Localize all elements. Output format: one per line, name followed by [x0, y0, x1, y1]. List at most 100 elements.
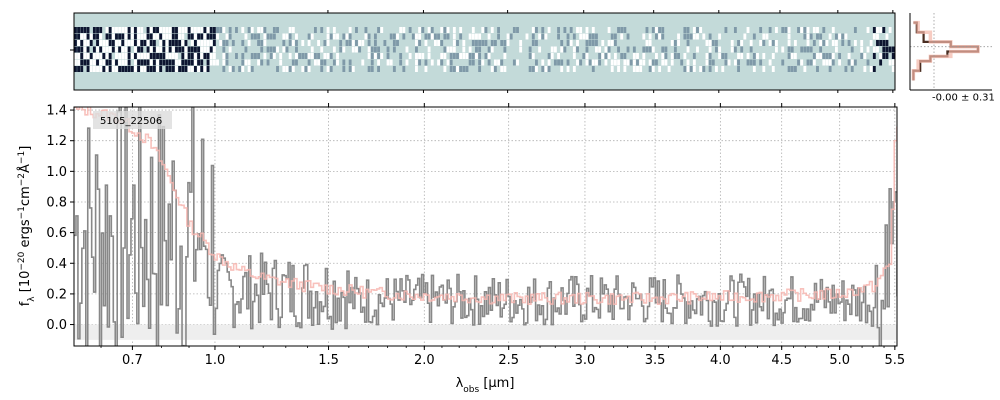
spectrum-pixel	[415, 66, 418, 72]
spectrum-pixel	[193, 27, 197, 33]
spectrum-pixel	[809, 46, 813, 53]
spectrum-pixel	[181, 53, 185, 59]
spectrum-pixel	[677, 53, 680, 59]
spectrum-pixel	[162, 46, 166, 53]
spectrum-pixel	[557, 27, 560, 33]
spectrum-pixel	[756, 53, 759, 59]
spectrum-pixel	[658, 27, 662, 33]
zero-band	[74, 324, 897, 340]
spectrum-pixel	[408, 53, 412, 59]
spectrum-pixel	[272, 46, 276, 53]
spectrum-pixel	[279, 53, 283, 59]
spectrum-pixel	[361, 59, 365, 66]
spectrum-pixel	[427, 33, 431, 40]
spectrum-pixel	[853, 40, 857, 46]
spectrum-pixel	[152, 40, 156, 46]
spectrum-pixel	[263, 27, 267, 33]
2d-spectrum-frame	[73, 12, 896, 91]
spectrum-pixel	[503, 40, 507, 46]
spectrum-pixel	[377, 27, 380, 33]
spectrum-pixel	[595, 46, 598, 53]
spectrum-pixel	[348, 66, 352, 72]
spectrum-pixel	[168, 40, 172, 46]
spectrum-pixel	[661, 46, 665, 53]
spectrum-pixel	[642, 33, 646, 40]
x-tick-label: 5.5	[885, 353, 906, 368]
spectrum-pixel	[705, 53, 709, 59]
spectrum-pixel	[348, 59, 352, 66]
spectrum-pixel	[111, 27, 115, 33]
spectrum-pixel	[313, 59, 317, 66]
spectrum-pixel	[124, 66, 128, 72]
spectrum-pixel	[708, 33, 712, 40]
y-tick-label: 1.4	[46, 104, 67, 119]
spectrum-pixel	[86, 66, 90, 72]
spectrum-pixel	[490, 27, 494, 33]
spectrum-pixel	[449, 46, 453, 53]
spectrum-pixel	[127, 46, 131, 53]
spectrum-pixel	[639, 59, 643, 66]
spectrum-pixel	[468, 33, 472, 40]
spectrum-pixel	[310, 33, 314, 40]
spectrum-pixel	[781, 46, 785, 53]
1d-plot-frame	[73, 106, 898, 347]
spectrum-pixel	[121, 33, 125, 40]
spectrum-pixel	[291, 40, 295, 46]
spectrum-pixel	[459, 27, 463, 33]
spectrum-pixel	[610, 40, 614, 46]
y-label-mid2: cm	[18, 186, 33, 206]
spectrum-pixel	[885, 40, 889, 46]
spectrum-pixel	[159, 46, 163, 53]
spectrum-pixel	[661, 27, 665, 33]
spectrum-pixel	[190, 53, 194, 59]
spectrum-pixel	[99, 33, 103, 40]
spectrum-pixel	[891, 46, 895, 53]
y-label-exp1: −20	[17, 251, 27, 270]
spectrum-pixel	[560, 59, 564, 66]
spectrum-pixel	[133, 40, 137, 46]
spectrum-pixel	[787, 66, 791, 72]
spectrum-pixel	[888, 46, 892, 53]
spectrum-pixel	[831, 53, 835, 59]
spectrum-pixel	[421, 27, 425, 33]
spectrum-pixel	[187, 27, 191, 33]
spectrum-pixel	[197, 33, 201, 40]
spectrum-pixel	[244, 33, 248, 40]
spectrum-pixel	[127, 33, 131, 40]
spectrum-pixel	[396, 33, 399, 40]
spectrum-pixel	[547, 53, 551, 59]
spectrum-pixel	[339, 40, 343, 46]
spectrum-pixel	[456, 40, 459, 46]
spectrum-pixel	[711, 59, 715, 66]
spectrum-pixel	[209, 40, 213, 46]
spectrum-pixel	[269, 53, 273, 59]
spectrum-pixel	[146, 33, 150, 40]
spectrum-pixel	[235, 53, 238, 59]
spectrum-pixel	[320, 66, 324, 72]
spectrum-pixel	[557, 59, 560, 66]
series-layer	[74, 107, 897, 346]
spectrum-pixel	[847, 53, 851, 59]
spectrum-pixel	[377, 66, 380, 72]
spectrum-pixel	[159, 33, 163, 40]
x-tick-label: 3.5	[645, 353, 666, 368]
spectrum-pixel	[456, 66, 459, 72]
spectrum-pixel	[459, 33, 463, 40]
spectrum-pixel	[452, 46, 456, 53]
spectrum-pixel	[253, 33, 257, 40]
spectrum-pixel	[809, 33, 813, 40]
spectrum-pixel	[645, 27, 649, 33]
spectrum-pixel	[152, 53, 156, 59]
spectrum-pixel	[636, 59, 639, 66]
spectrum-pixel	[342, 33, 346, 40]
spectrum-pixel	[367, 53, 371, 59]
spectrum-pixel	[216, 33, 219, 40]
x-axis-ticks: 0.7 1.0 1.5 2.0 2.5 3.0 3.5 4.0 4.5 5.0 5.5	[100, 103, 906, 368]
spectrum-pixel	[266, 59, 270, 66]
spectrum-pixel	[77, 33, 81, 40]
spectrum-pixel	[178, 59, 182, 66]
spectrum-pixel	[137, 33, 141, 40]
spectrum-pixel	[535, 66, 538, 72]
spectrum-pixel	[143, 66, 147, 72]
spectrum-pixel	[244, 46, 248, 53]
